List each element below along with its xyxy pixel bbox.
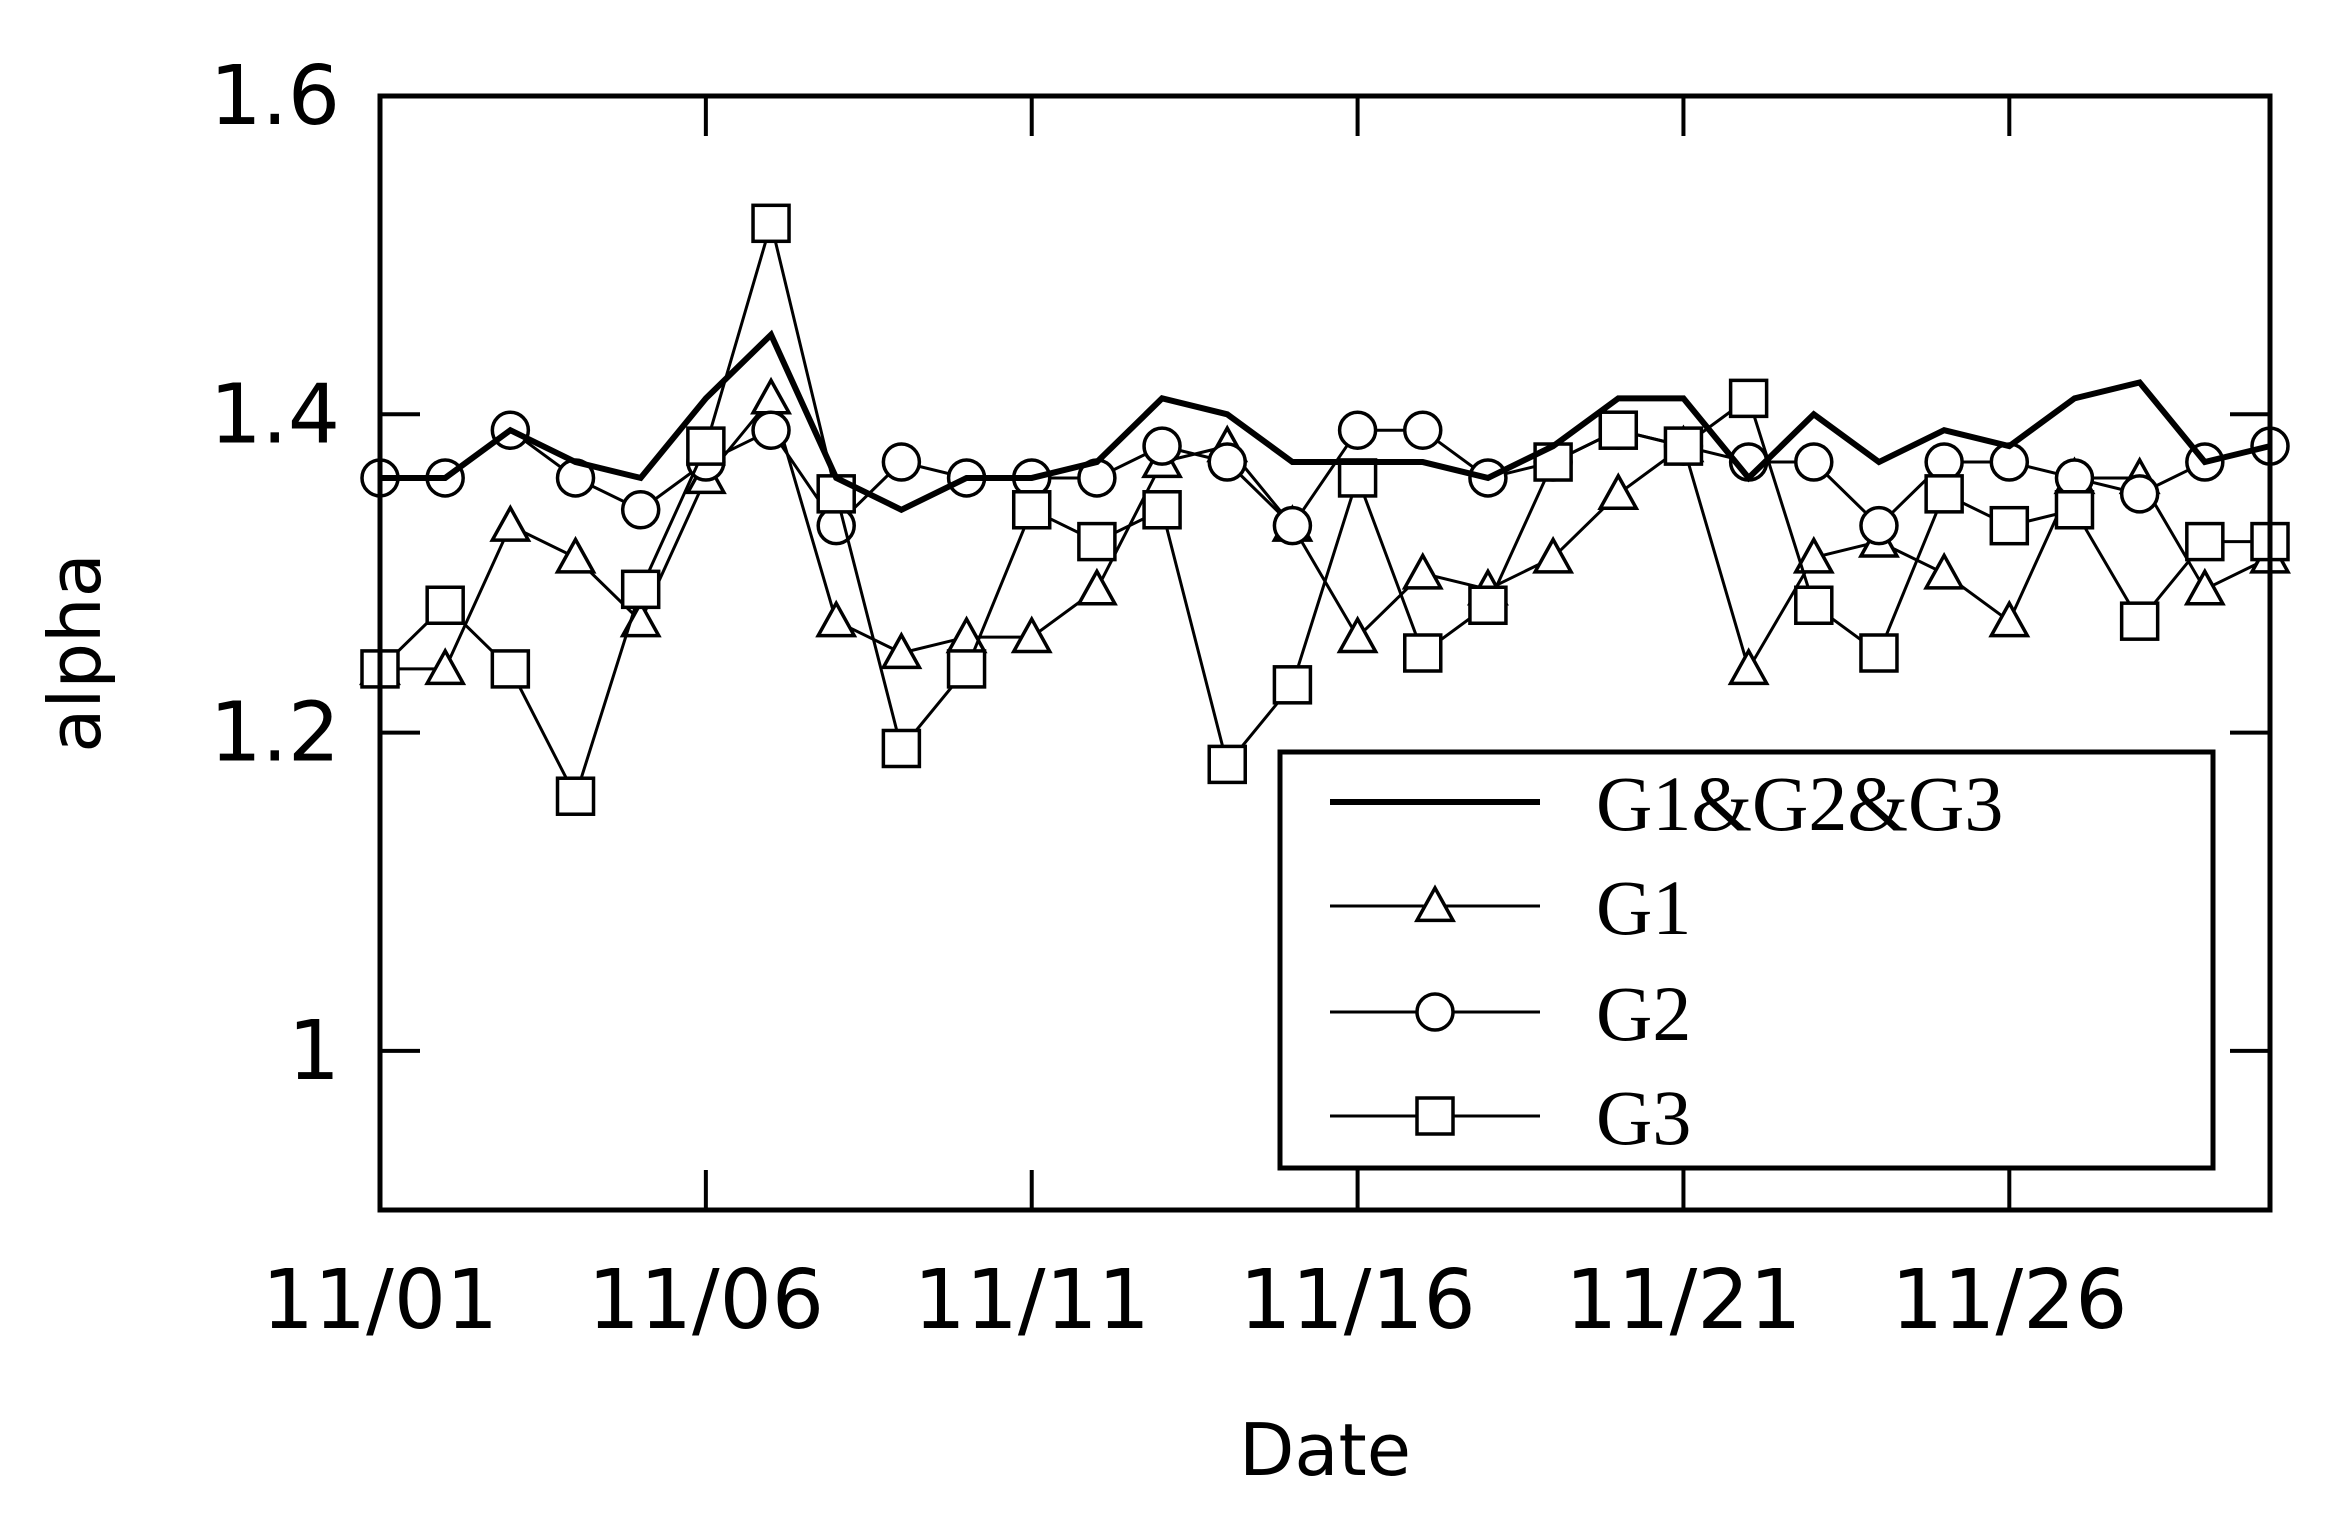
series-line bbox=[380, 428, 2271, 529]
data-point bbox=[490, 649, 531, 689]
data-point bbox=[1142, 426, 1182, 466]
data-point bbox=[1663, 426, 1704, 466]
y-tick-label: 1.4 bbox=[210, 367, 340, 462]
x-tick-label: 11/11 bbox=[914, 1253, 1150, 1348]
data-point bbox=[555, 776, 596, 816]
data-point bbox=[1727, 647, 1770, 686]
legend-label: G2 bbox=[1596, 970, 1691, 1057]
legend-entry: G2 bbox=[1330, 970, 1691, 1057]
data-point bbox=[425, 585, 465, 626]
data-point bbox=[1337, 458, 1378, 498]
x-tick-label: 11/26 bbox=[1891, 1253, 2127, 1348]
data-point bbox=[1207, 744, 1247, 785]
data-point bbox=[1988, 599, 2031, 638]
data-point bbox=[1794, 585, 1834, 626]
data-point bbox=[1403, 410, 1443, 450]
legend-swatch-marker bbox=[1415, 1096, 1455, 1136]
data-point bbox=[1598, 410, 1639, 450]
data-point bbox=[1989, 505, 2030, 546]
y-tick-label: 1.2 bbox=[210, 686, 340, 781]
data-point bbox=[2054, 490, 2095, 530]
data-point bbox=[881, 442, 922, 482]
data-point bbox=[1859, 505, 1899, 546]
data-point bbox=[1010, 615, 1053, 654]
data-point bbox=[2119, 474, 2160, 514]
data-point bbox=[1794, 442, 1834, 482]
legend-entry: G1&G2&G3 bbox=[1330, 760, 2003, 847]
data-point bbox=[1272, 505, 1313, 546]
legend-swatch-marker bbox=[1414, 884, 1456, 923]
x-tick-label: 11/01 bbox=[262, 1253, 498, 1348]
legend-label: G3 bbox=[1596, 1074, 1691, 1161]
data-point bbox=[1989, 442, 2030, 482]
x-axis-title: Date bbox=[1239, 1408, 1411, 1492]
y-tick-label: 1.6 bbox=[210, 49, 340, 144]
data-point bbox=[1336, 615, 1379, 654]
data-point bbox=[1468, 585, 1508, 626]
legend-entry: G1 bbox=[1330, 864, 1691, 951]
legend: G1&G2&G3 G1 G2 G3 bbox=[1277, 749, 2216, 1171]
data-point bbox=[2185, 521, 2225, 562]
data-point bbox=[1403, 633, 1443, 673]
data-point bbox=[946, 649, 987, 689]
data-point bbox=[1272, 665, 1313, 705]
legend-label: G1 bbox=[1596, 864, 1691, 951]
data-point bbox=[554, 535, 597, 574]
legend-swatch-marker bbox=[1415, 992, 1455, 1032]
data-point bbox=[2183, 567, 2226, 606]
data-point bbox=[1532, 535, 1575, 574]
data-point bbox=[1207, 442, 1247, 482]
data-point bbox=[751, 410, 791, 450]
data-point bbox=[1075, 567, 1118, 606]
data-point bbox=[2119, 601, 2160, 641]
data-point bbox=[881, 728, 922, 769]
x-tick-label: 11/21 bbox=[1565, 1253, 1801, 1348]
y-tick-label: 1 bbox=[288, 1004, 340, 1099]
data-point bbox=[1728, 378, 1769, 419]
series-line bbox=[378, 217, 2270, 801]
data-point bbox=[1923, 551, 1966, 590]
data-point bbox=[815, 599, 858, 638]
data-point bbox=[1077, 521, 1117, 562]
series-line bbox=[380, 329, 2271, 514]
series-combined bbox=[380, 329, 2271, 514]
tick-layer: 1 1.2 1.4 1.6 11/01 11/06 11/11 11/16 11/21 11/26 bbox=[210, 49, 2270, 1348]
x-tick-label: 11/16 bbox=[1239, 1253, 1475, 1348]
data-point bbox=[1401, 551, 1444, 590]
data-point bbox=[424, 647, 467, 686]
data-point bbox=[620, 490, 661, 530]
y-axis-title: alpha bbox=[33, 553, 117, 753]
data-point bbox=[1597, 472, 1640, 511]
series-layer bbox=[359, 203, 2291, 816]
data-point bbox=[750, 376, 793, 415]
data-point bbox=[1142, 490, 1182, 530]
data-point bbox=[751, 203, 791, 244]
data-point bbox=[1859, 633, 1899, 673]
data-point bbox=[620, 569, 661, 610]
data-point bbox=[1011, 490, 1052, 530]
data-point bbox=[1337, 410, 1378, 450]
legend-label: G1&G2&G3 bbox=[1596, 760, 2003, 847]
data-point bbox=[686, 426, 726, 466]
plot-frame bbox=[377, 93, 2273, 1213]
data-point bbox=[1924, 474, 1964, 514]
x-tick-label: 11/06 bbox=[588, 1253, 824, 1348]
data-point bbox=[880, 631, 923, 670]
data-point bbox=[1792, 535, 1835, 574]
legend-entry: G3 bbox=[1330, 1074, 1691, 1161]
data-point bbox=[489, 504, 532, 542]
